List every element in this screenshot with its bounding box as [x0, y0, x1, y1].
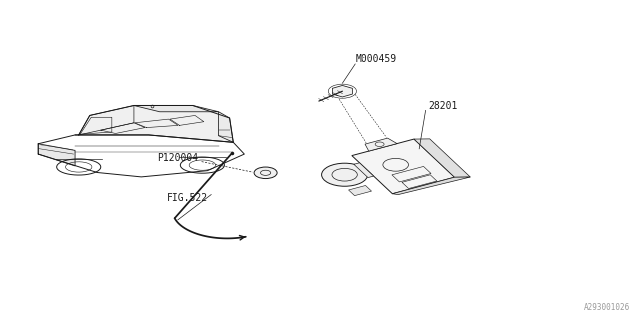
Circle shape: [254, 167, 277, 179]
Polygon shape: [134, 106, 219, 112]
Polygon shape: [219, 112, 234, 142]
Text: 28201: 28201: [429, 100, 458, 111]
Polygon shape: [365, 138, 397, 151]
Text: FIG.522: FIG.522: [167, 193, 208, 204]
Polygon shape: [332, 85, 353, 97]
Text: M000459: M000459: [355, 54, 396, 64]
Polygon shape: [352, 139, 454, 194]
Circle shape: [321, 163, 367, 186]
Polygon shape: [392, 177, 470, 195]
Text: A293001026: A293001026: [584, 303, 630, 312]
Polygon shape: [38, 144, 75, 166]
Text: P120004: P120004: [157, 153, 198, 164]
Polygon shape: [349, 186, 371, 196]
Polygon shape: [414, 139, 470, 177]
Polygon shape: [75, 106, 234, 142]
Polygon shape: [354, 163, 374, 178]
